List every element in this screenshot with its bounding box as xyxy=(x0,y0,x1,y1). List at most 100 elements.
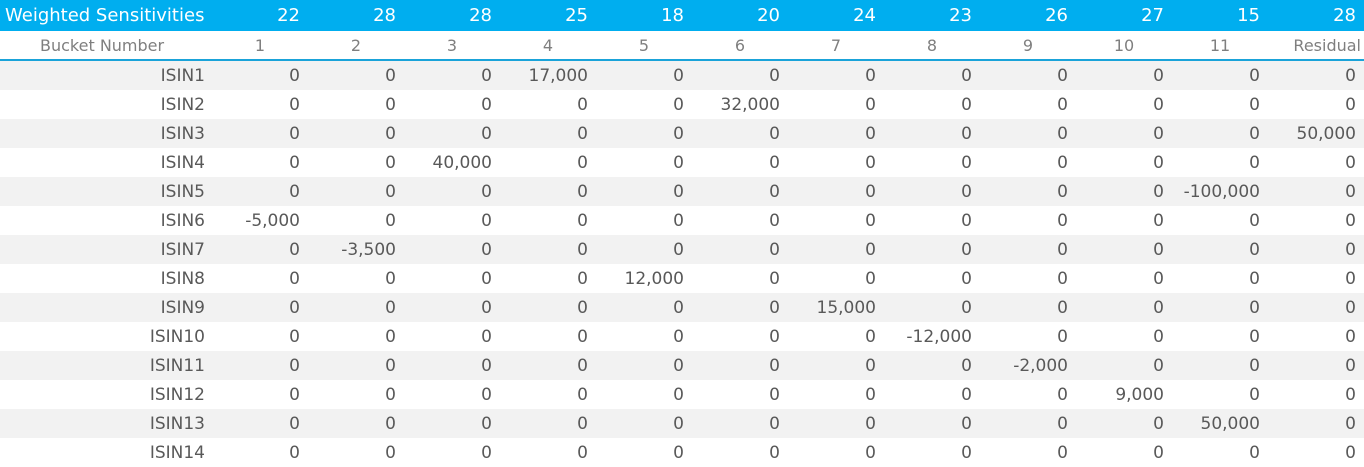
sensitivity-cell: 32,000 xyxy=(720,94,780,115)
sensitivity-cell: 0 xyxy=(673,326,684,347)
isin-label: ISIN7 xyxy=(0,235,212,264)
sensitivity-cell: 0 xyxy=(308,351,404,380)
bucket-cell: 3 xyxy=(404,31,500,61)
weight-cell: 23 xyxy=(884,0,980,31)
sensitivity-cell: 0 xyxy=(1076,119,1172,148)
sensitivity-cell: 0 xyxy=(1172,351,1268,380)
sensitivity-cell: 0 xyxy=(769,442,780,463)
sensitivity-cell: 0 xyxy=(865,152,876,173)
sensitivity-cell: 0 xyxy=(769,326,780,347)
sensitivity-cell: 0 xyxy=(980,235,1076,264)
sensitivity-cell: 0 xyxy=(1153,210,1164,231)
sensitivity-cell: 0 xyxy=(865,210,876,231)
sensitivity-cell: 0 xyxy=(481,94,492,115)
sensitivity-cell: 0 xyxy=(289,442,300,463)
bucket-number-row: Bucket Number 1 2 3 4 5 6 7 8 9 10 11 Re… xyxy=(0,31,1364,61)
sensitivity-cell: 50,000 xyxy=(1172,409,1268,438)
sensitivity-cell: 0 xyxy=(596,409,692,438)
table-row: ISIN14 0 0 0 0 0 0 0 0 0 0 0 0 xyxy=(0,438,1364,467)
sensitivity-cell: 0 xyxy=(1268,235,1364,264)
table-row: ISIN7 0 -3,500 0 0 0 0 0 0 0 0 0 0 xyxy=(0,235,1364,264)
table-row: ISIN9 0 0 0 0 0 0 15,000 0 0 0 0 0 xyxy=(0,293,1364,322)
sensitivity-cell: 0 xyxy=(481,326,492,347)
sensitivity-cell: 0 xyxy=(980,409,1076,438)
bucket-cell: 4 xyxy=(500,31,596,61)
sensitivity-cell: 0 xyxy=(961,94,972,115)
sensitivity-cell: 0 xyxy=(961,268,972,289)
sensitivity-cell: 0 xyxy=(385,268,396,289)
sensitivity-cell: 0 xyxy=(596,293,692,322)
sensitivity-cell: 0 xyxy=(788,177,884,206)
bucket-number-label: Bucket Number xyxy=(0,31,212,61)
sensitivity-cell: 0 xyxy=(673,94,684,115)
sensitivity-cell: 0 xyxy=(289,152,300,173)
sensitivity-cell: 0 xyxy=(673,210,684,231)
sensitivity-cell: 0 xyxy=(692,409,788,438)
sensitivity-cell: 0 xyxy=(884,351,980,380)
sensitivity-cell: 0 xyxy=(884,60,980,90)
sensitivity-cell: 0 xyxy=(673,442,684,463)
sensitivity-cell: 0 xyxy=(308,177,404,206)
bucket-cell: 7 xyxy=(788,31,884,61)
sensitivity-cell: 0 xyxy=(961,442,972,463)
sensitivity-cell: 0 xyxy=(404,60,500,90)
sensitivity-cell: 0 xyxy=(884,293,980,322)
isin-label: ISIN11 xyxy=(0,351,212,380)
sensitivity-cell: 0 xyxy=(385,384,396,405)
sensitivity-cell: 0 xyxy=(1249,94,1260,115)
sensitivity-cell: 0 xyxy=(1249,384,1260,405)
isin-label: ISIN3 xyxy=(0,119,212,148)
sensitivity-cell: 0 xyxy=(1057,384,1068,405)
sensitivity-cell: 0 xyxy=(481,442,492,463)
sensitivity-cell: 0 xyxy=(385,442,396,463)
sensitivity-cell: 0 xyxy=(788,60,884,90)
isin-label: ISIN2 xyxy=(160,94,205,115)
sensitivity-cell: 0 xyxy=(1249,326,1260,347)
sensitivity-cell: 0 xyxy=(1345,94,1356,115)
table-row: ISIN4 0 0 40,000 0 0 0 0 0 0 0 0 0 xyxy=(0,148,1364,177)
weight-cell: 18 xyxy=(596,0,692,31)
sensitivity-cell: 0 xyxy=(1249,268,1260,289)
weight-cell: 28 xyxy=(308,0,404,31)
sensitivity-cell: 0 xyxy=(865,326,876,347)
table-title: Weighted Sensitivities xyxy=(0,0,212,31)
sensitivity-cell: 0 xyxy=(769,210,780,231)
weight-cell: 26 xyxy=(980,0,1076,31)
bucket-cell: 10 xyxy=(1076,31,1172,61)
sensitivity-cell: 0 xyxy=(865,384,876,405)
sensitivity-cell: 0 xyxy=(577,326,588,347)
sensitivity-cell: 0 xyxy=(308,409,404,438)
sensitivity-cell: 0 xyxy=(1345,268,1356,289)
isin-label: ISIN5 xyxy=(0,177,212,206)
sensitivity-cell: 0 xyxy=(980,60,1076,90)
sensitivity-cell: 0 xyxy=(1076,235,1172,264)
sensitivity-cell: 0 xyxy=(212,351,308,380)
sensitivity-cell: 0 xyxy=(1076,60,1172,90)
sensitivity-cell: 0 xyxy=(596,60,692,90)
bucket-cell: 5 xyxy=(596,31,692,61)
sensitivity-cell: 0 xyxy=(500,351,596,380)
sensitivity-cell: 0 xyxy=(577,94,588,115)
sensitivity-cell: 0 xyxy=(788,235,884,264)
sensitivity-cell: 0 xyxy=(884,409,980,438)
sensitivity-cell: 0 xyxy=(692,351,788,380)
sensitivity-cell: 0 xyxy=(769,268,780,289)
bucket-cell: Residual xyxy=(1268,31,1364,61)
sensitivity-cell: 0 xyxy=(212,119,308,148)
table-row: ISIN5 0 0 0 0 0 0 0 0 0 0 -100,000 0 xyxy=(0,177,1364,206)
table-row: ISIN6 -5,000 0 0 0 0 0 0 0 0 0 0 0 xyxy=(0,206,1364,235)
sensitivity-cell: 0 xyxy=(1345,210,1356,231)
sensitivity-cell: 0 xyxy=(692,235,788,264)
sensitivity-cell: 0 xyxy=(404,409,500,438)
weight-cell: 28 xyxy=(404,0,500,31)
sensitivity-cell: 0 xyxy=(692,177,788,206)
sensitivity-cell: 0 xyxy=(1268,351,1364,380)
sensitivity-cell: 0 xyxy=(385,210,396,231)
sensitivity-cell: -3,500 xyxy=(308,235,404,264)
bucket-cell: 2 xyxy=(308,31,404,61)
table-row: ISIN3 0 0 0 0 0 0 0 0 0 0 0 50,000 xyxy=(0,119,1364,148)
sensitivity-cell: 0 xyxy=(1153,94,1164,115)
sensitivity-cell: 0 xyxy=(1172,293,1268,322)
bucket-cell: 6 xyxy=(692,31,788,61)
